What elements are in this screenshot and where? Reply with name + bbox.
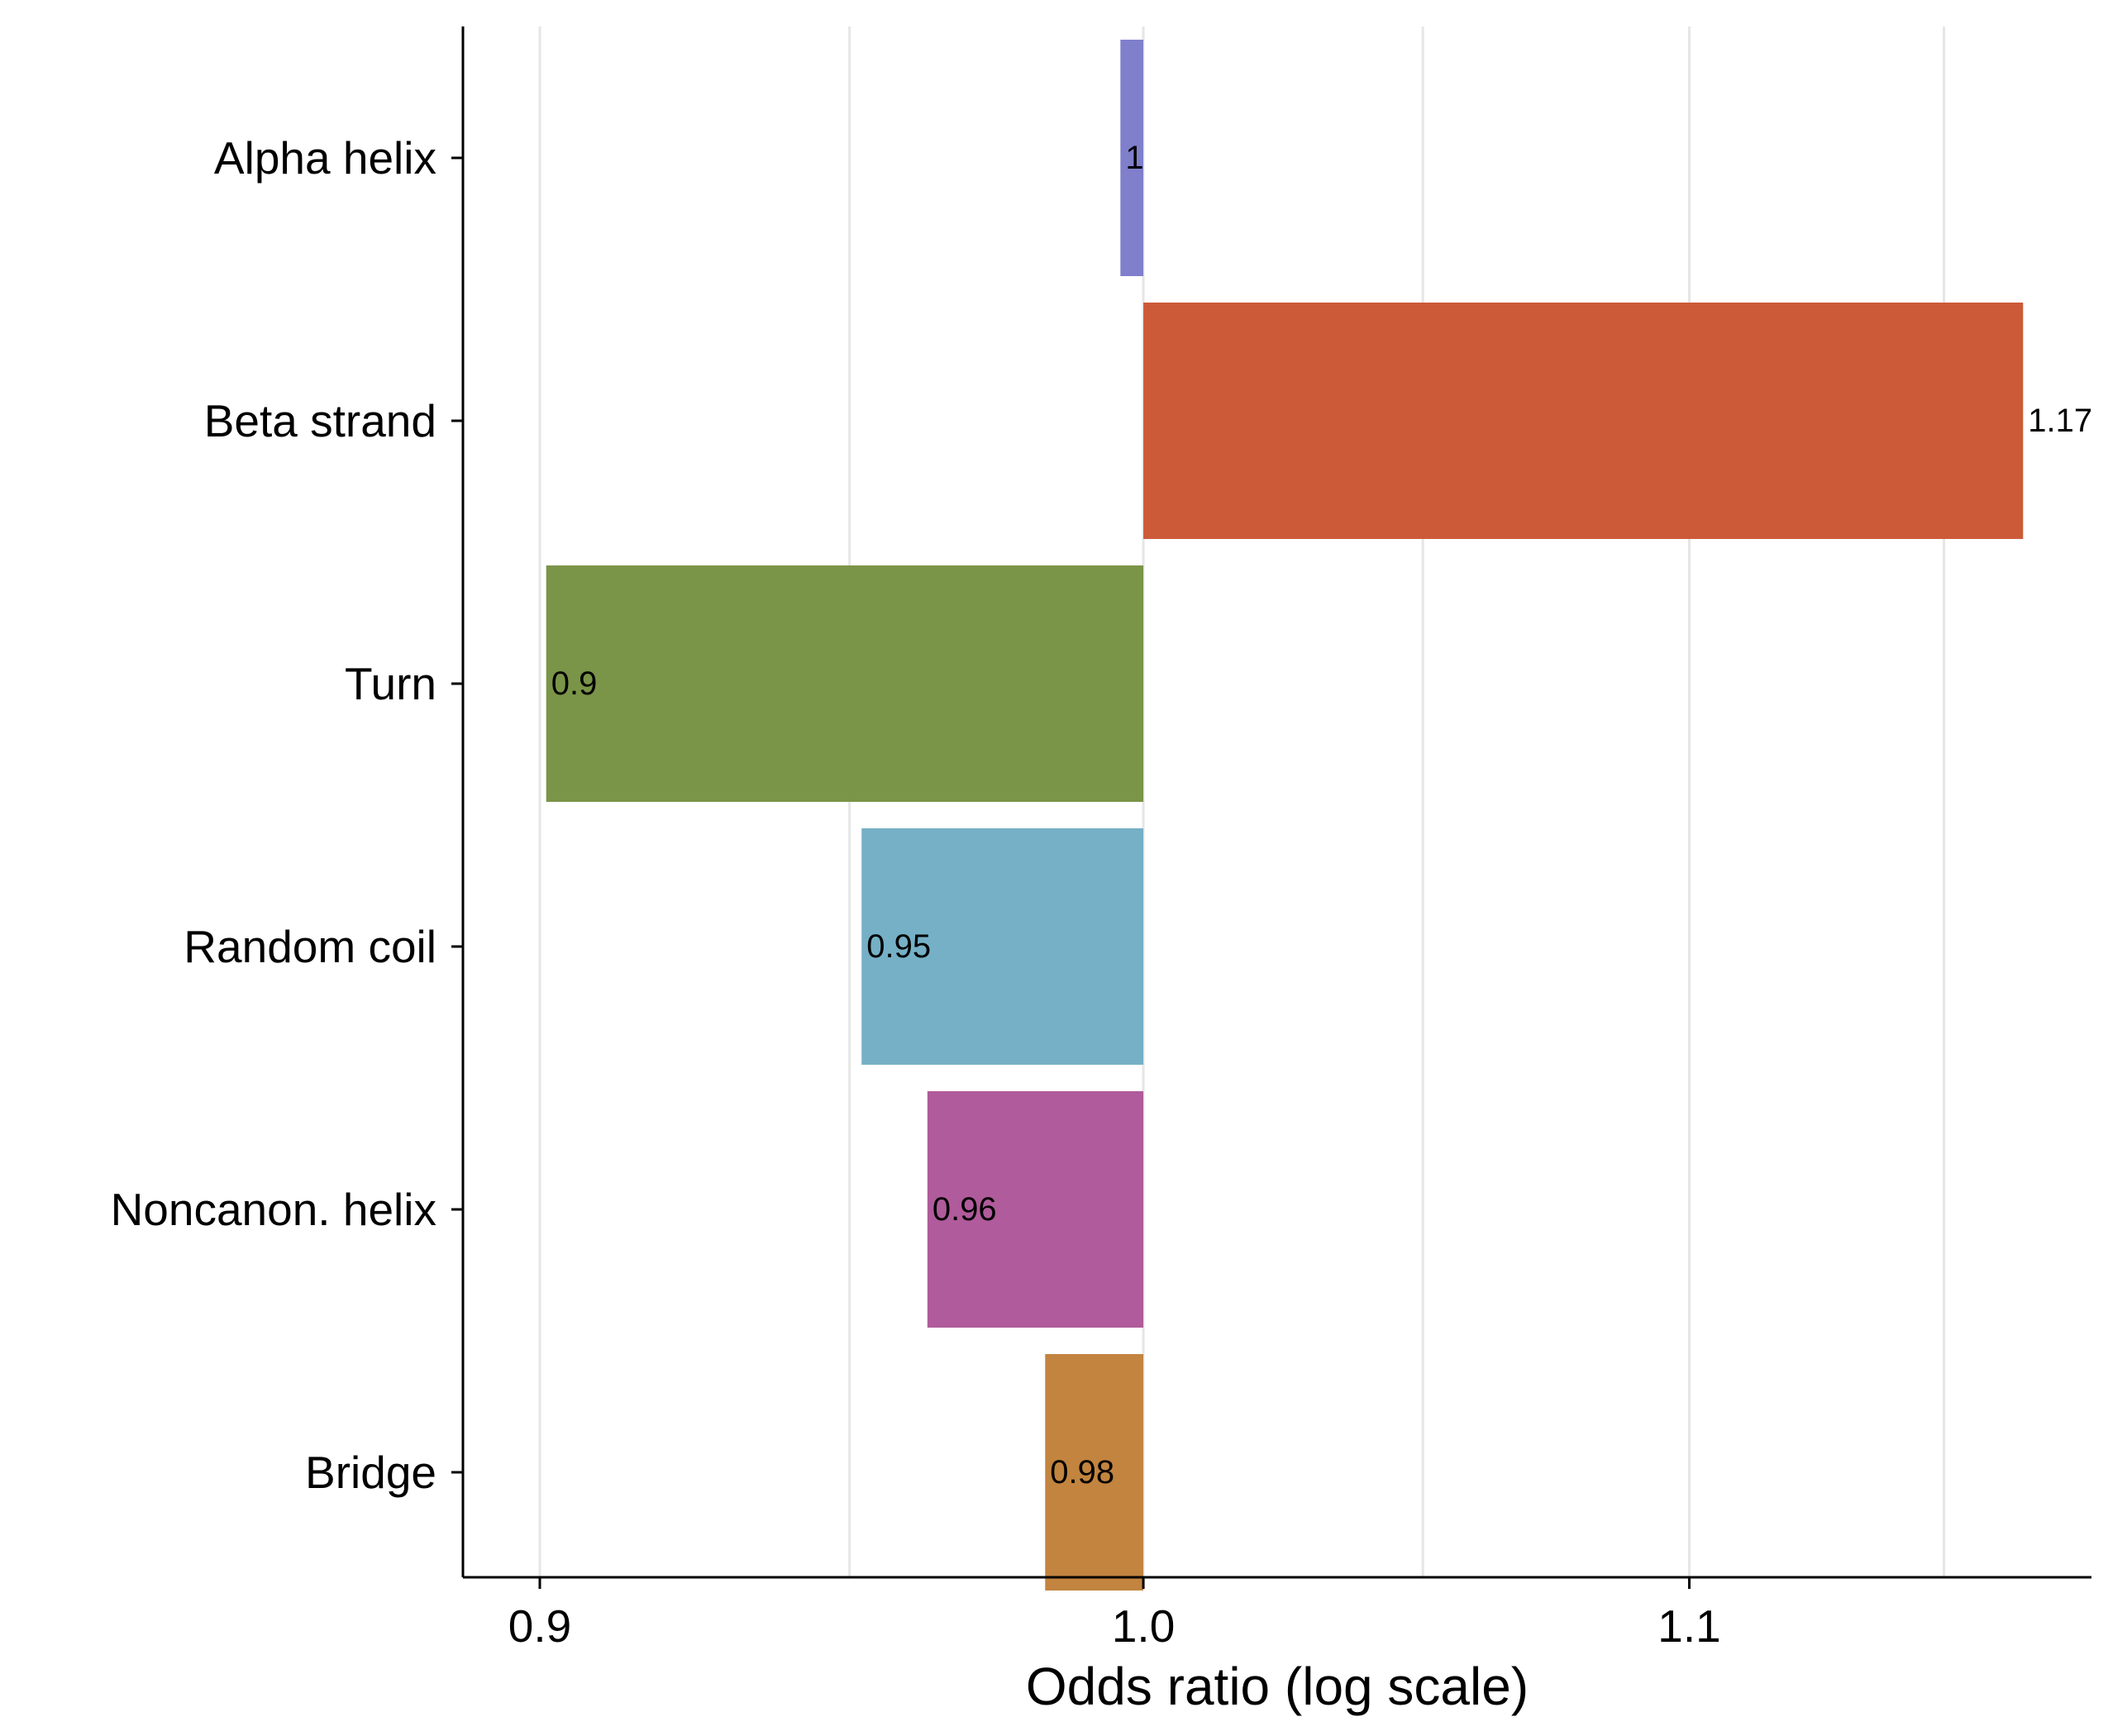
category-label: Bridge <box>305 1447 436 1498</box>
category-label: Beta strand <box>204 395 436 446</box>
bar-noncanon-helix <box>927 1091 1144 1328</box>
data-label: 0.96 <box>932 1191 997 1228</box>
data-label: 0.9 <box>551 665 598 702</box>
bar-bridge <box>1045 1354 1144 1591</box>
grid-layer <box>538 26 1946 1577</box>
data-label-layer: 1 1.17 0.9 0.95 0.96 0.98 <box>551 140 2092 1490</box>
x-axis-title: Odds ratio (log scale) <box>1026 1657 1529 1716</box>
data-label: 1.17 <box>2028 403 2092 439</box>
x-tick-label: 0.9 <box>508 1600 571 1652</box>
x-tick-label: 1.1 <box>1657 1600 1720 1652</box>
category-label: Random coil <box>184 921 436 972</box>
data-label: 0.95 <box>866 928 931 965</box>
bar-turn <box>546 565 1144 802</box>
axis-layer: Alpha helix Beta strand Turn Random coil Non… <box>111 26 2091 1652</box>
category-label: Turn <box>345 658 436 709</box>
data-label: 1 <box>1125 140 1143 176</box>
data-label: 0.98 <box>1050 1454 1114 1490</box>
bar-layer <box>546 40 2024 1591</box>
bar-beta-strand <box>1143 303 2024 539</box>
category-label: Noncanon. helix <box>111 1184 436 1235</box>
x-tick-label: 1.0 <box>1112 1600 1175 1652</box>
bar-alpha-helix <box>1120 40 1144 276</box>
category-label: Alpha helix <box>214 132 436 184</box>
bar-random-coil <box>861 828 1144 1065</box>
